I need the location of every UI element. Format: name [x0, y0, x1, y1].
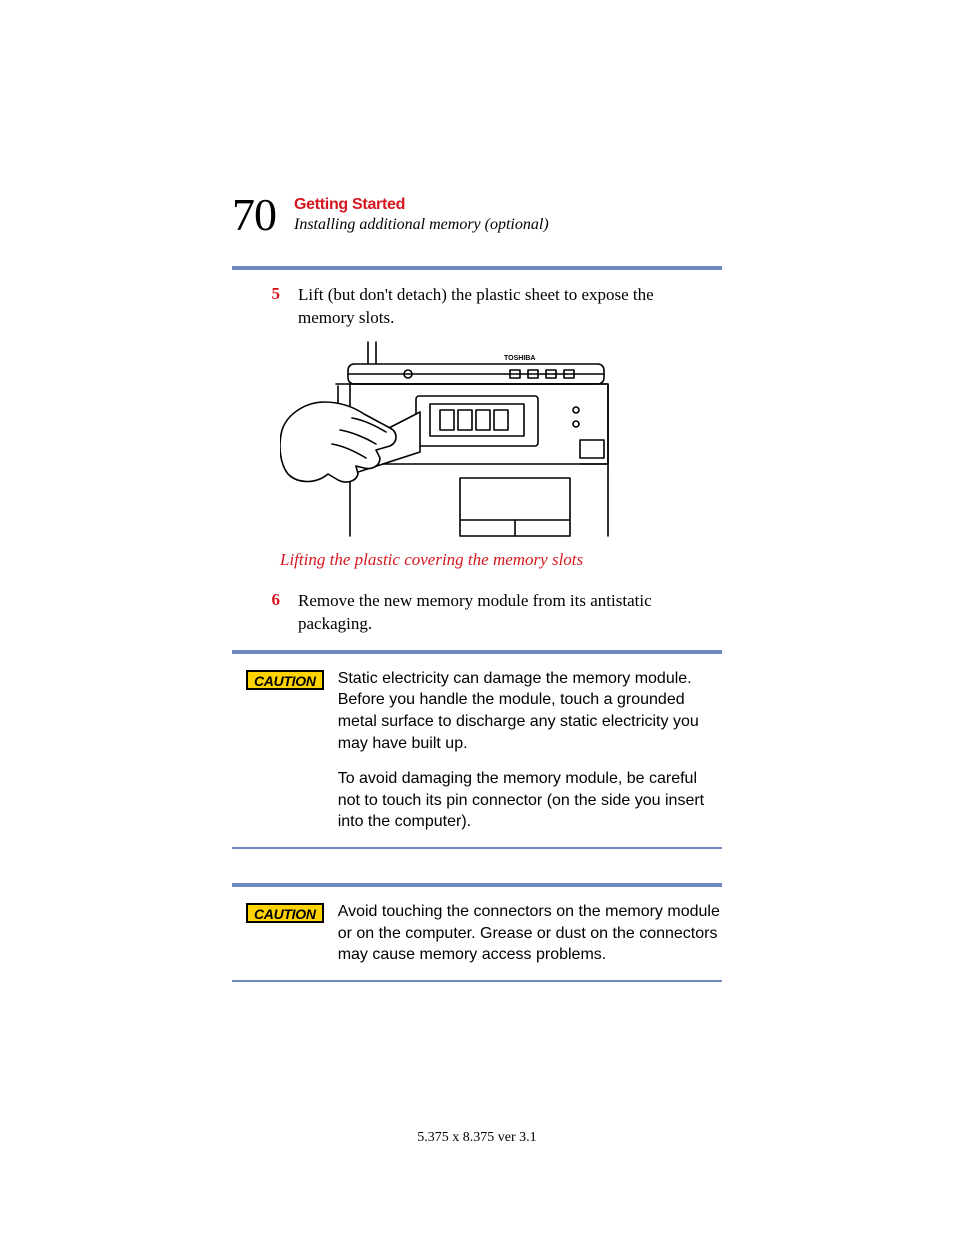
caution-paragraph: To avoid damaging the memory module, be …	[338, 768, 722, 833]
divider-rule	[232, 650, 722, 654]
svg-text:TOSHIBA: TOSHIBA	[504, 355, 535, 362]
caution-block-2: CAUTION Avoid touching the connectors on…	[232, 901, 722, 966]
caution-badge: CAUTION	[246, 670, 324, 690]
caution-badge: CAUTION	[246, 903, 324, 923]
step-text: Remove the new memory module from its an…	[298, 590, 698, 636]
page-header: 70 Getting Started Installing additional…	[232, 190, 722, 238]
caution-text: Static electricity can damage the memory…	[338, 668, 722, 833]
step-number: 6	[232, 590, 280, 636]
step-5: 5 Lift (but don't detach) the plastic sh…	[232, 284, 722, 330]
caution-text: Avoid touching the connectors on the mem…	[338, 901, 722, 966]
memory-slot-figure: TOSHIBA	[280, 340, 610, 540]
figure-caption: Lifting the plastic covering the memory …	[280, 550, 722, 570]
divider-rule	[232, 883, 722, 887]
divider-rule	[232, 266, 722, 270]
divider-rule-thin	[232, 980, 722, 982]
section-title: Installing additional memory (optional)	[294, 216, 549, 234]
page-footer: 5.375 x 8.375 ver 3.1	[0, 1130, 954, 1146]
caution-paragraph: Static electricity can damage the memory…	[338, 668, 722, 754]
step-text: Lift (but don't detach) the plastic shee…	[298, 284, 698, 330]
chapter-title: Getting Started	[294, 196, 549, 214]
caution-paragraph: Avoid touching the connectors on the mem…	[338, 901, 722, 966]
step-number: 5	[232, 284, 280, 330]
page-number: 70	[232, 192, 276, 238]
caution-block-1: CAUTION Static electricity can damage th…	[232, 668, 722, 833]
step-6: 6 Remove the new memory module from its …	[232, 590, 722, 636]
